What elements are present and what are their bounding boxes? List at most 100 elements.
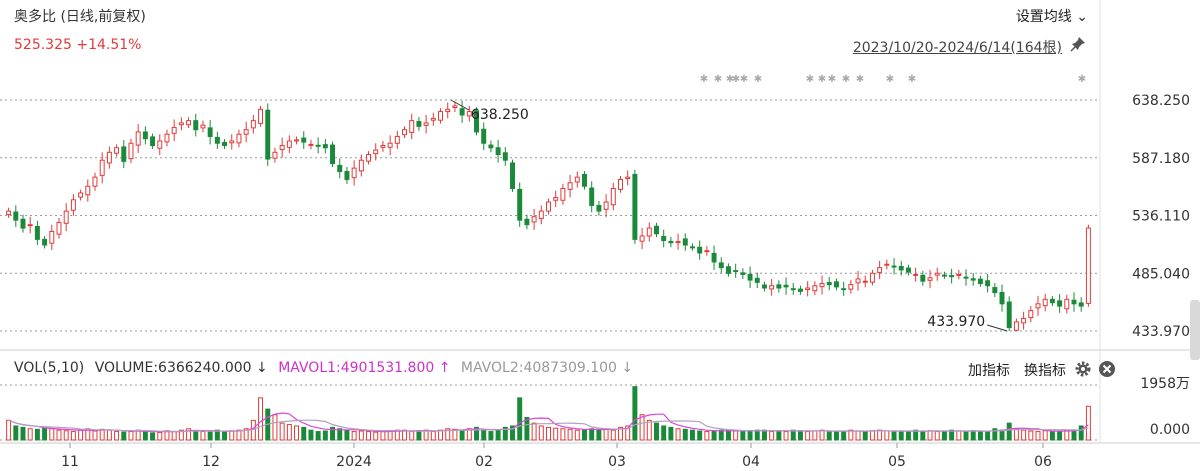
event-marker: ✱ bbox=[726, 74, 734, 85]
volume-bar bbox=[337, 428, 343, 441]
volume-bar bbox=[625, 425, 631, 441]
volume-bar bbox=[682, 428, 688, 441]
volume-bar bbox=[603, 428, 609, 441]
candle-body bbox=[150, 136, 156, 147]
volume-bar bbox=[1006, 422, 1012, 441]
volume-bar bbox=[582, 429, 587, 441]
candle-body bbox=[121, 146, 127, 162]
x-tick-label: 11 bbox=[61, 454, 79, 470]
ma-settings-button[interactable]: 设置均线 ⌄ bbox=[1015, 9, 1088, 25]
candle-body bbox=[394, 135, 400, 144]
candle-body bbox=[330, 144, 336, 165]
candle-body bbox=[42, 238, 48, 246]
candle-body bbox=[913, 273, 919, 276]
candle-body bbox=[877, 267, 883, 273]
event-marker: ✱ bbox=[700, 74, 708, 85]
candle-body bbox=[639, 235, 645, 242]
candle-body bbox=[560, 187, 566, 201]
volume-bar bbox=[49, 428, 55, 441]
volume-bar bbox=[689, 429, 695, 441]
volume-bar bbox=[639, 414, 645, 441]
candle-body bbox=[92, 176, 98, 187]
candle-body bbox=[632, 173, 638, 240]
candle-body bbox=[164, 133, 170, 143]
volume-bar bbox=[258, 397, 264, 441]
candle-body bbox=[1006, 301, 1012, 329]
event-marker: ✱ bbox=[1078, 74, 1086, 85]
candle-body bbox=[524, 218, 530, 226]
candle-body bbox=[711, 252, 717, 263]
volume-bar bbox=[430, 431, 436, 441]
candle-body bbox=[603, 201, 609, 210]
switch-indicator-button[interactable]: 换指标 bbox=[1024, 363, 1066, 379]
gear-icon[interactable] bbox=[1074, 360, 1092, 378]
volume-bar bbox=[63, 430, 69, 441]
candle-body bbox=[833, 281, 839, 288]
volume-bar bbox=[711, 430, 717, 441]
scrollbar[interactable] bbox=[1190, 300, 1200, 360]
volume-bar bbox=[646, 419, 652, 441]
volume-bar bbox=[826, 431, 832, 441]
volume-bar bbox=[1042, 430, 1048, 441]
candle-body bbox=[654, 225, 659, 235]
candle-body bbox=[135, 131, 141, 146]
event-marker: ✱ bbox=[754, 74, 762, 85]
volume-bar bbox=[438, 429, 443, 441]
pin-icon[interactable] bbox=[1070, 36, 1086, 52]
candle-body bbox=[142, 131, 148, 140]
candle-body bbox=[85, 185, 91, 196]
candle-body bbox=[438, 111, 443, 121]
candle-body bbox=[322, 144, 328, 149]
volume-bar bbox=[452, 428, 458, 441]
candle-body bbox=[805, 287, 811, 291]
date-range[interactable]: 2023/10/20-2024/6/14(164根) bbox=[852, 40, 1062, 56]
candle-body bbox=[286, 140, 292, 148]
volume-bar bbox=[229, 430, 235, 441]
candle-body bbox=[337, 164, 343, 173]
candle-body bbox=[927, 277, 933, 281]
volume-bar bbox=[675, 428, 681, 441]
candle-body bbox=[34, 225, 40, 240]
price-tick-label: 433.970 bbox=[1132, 324, 1190, 340]
volume-bar bbox=[725, 429, 731, 441]
candle-body bbox=[214, 136, 220, 144]
candle-body bbox=[236, 133, 242, 144]
volume-bar bbox=[387, 430, 393, 441]
volume-bar bbox=[286, 424, 292, 441]
candle-body bbox=[114, 147, 120, 154]
candle-body bbox=[229, 140, 235, 144]
candle-body bbox=[934, 272, 940, 276]
candle-body bbox=[56, 221, 62, 235]
volume-bar bbox=[272, 414, 278, 441]
candle-body bbox=[862, 280, 868, 283]
close-icon[interactable] bbox=[1098, 360, 1116, 378]
add-indicator-button[interactable]: 加指标 bbox=[968, 363, 1010, 379]
candle-body bbox=[567, 182, 573, 190]
volume-value: VOLUME:6366240.000 ↓ bbox=[94, 360, 268, 376]
candle-body bbox=[27, 224, 33, 227]
volume-bar bbox=[351, 431, 357, 441]
volume-bar bbox=[157, 431, 163, 441]
volume-bar bbox=[6, 419, 12, 441]
candle-body bbox=[546, 201, 551, 212]
candle-body bbox=[445, 108, 451, 113]
chart-title: 奥多比 (日线,前复权) bbox=[14, 9, 146, 25]
candle-body bbox=[344, 171, 350, 180]
candle-body bbox=[1071, 299, 1077, 305]
candle-body bbox=[1035, 303, 1041, 309]
volume-bar bbox=[481, 429, 487, 441]
candle-body bbox=[106, 151, 112, 164]
candle-body bbox=[1021, 318, 1027, 324]
candle-body bbox=[157, 140, 163, 149]
candle-body bbox=[747, 273, 753, 281]
volume-bar bbox=[589, 428, 595, 441]
candle-body bbox=[416, 121, 422, 127]
volume-bar bbox=[474, 426, 479, 441]
candle-body bbox=[754, 277, 760, 283]
event-marker: ✱ bbox=[714, 74, 722, 85]
candle-body bbox=[848, 284, 854, 290]
candle-body bbox=[855, 278, 861, 284]
candle-body bbox=[20, 218, 26, 229]
candle-body bbox=[740, 272, 746, 275]
